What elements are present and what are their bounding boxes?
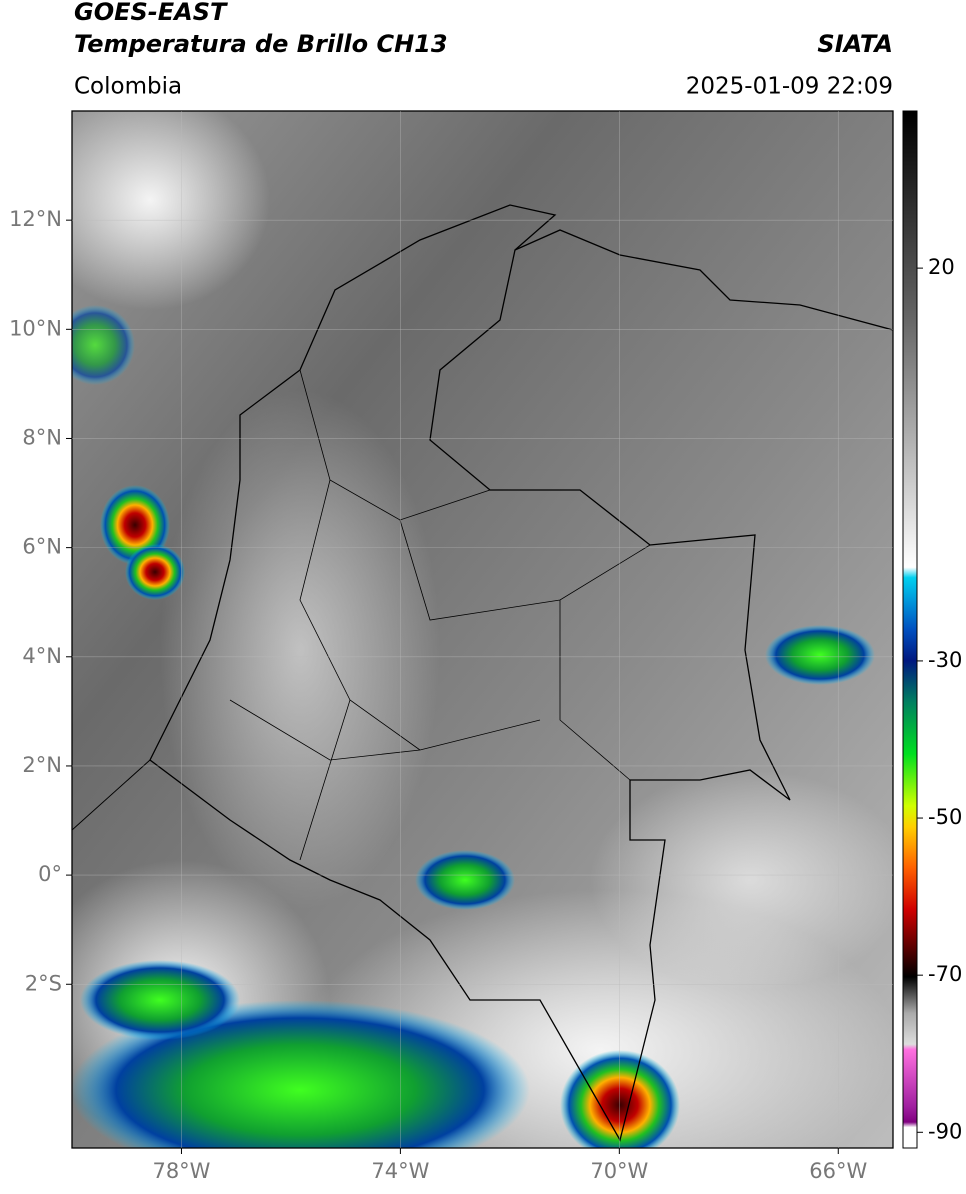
x-tick-label: 74°W [371, 1159, 429, 1183]
x-tick-label: 70°W [590, 1159, 648, 1183]
x-tick-label: 78°W [152, 1159, 210, 1183]
colorbar-label: -50 [928, 805, 962, 829]
y-tick-label: 0° [38, 862, 62, 886]
map-frame [71, 110, 894, 1149]
y-tick-label: 4°N [22, 644, 62, 668]
y-tick-label: 10°N [9, 316, 62, 340]
colorbar-label: -30 [928, 648, 962, 672]
satellite-image [72, 111, 893, 1148]
colorbar-label: 20 [928, 255, 955, 279]
timestamp: 2025-01-09 22:09 [686, 74, 893, 100]
y-tick-label: 8°N [22, 425, 62, 449]
subtitle: Temperatura de Brillo CH13 [74, 30, 448, 58]
region: Colombia [74, 74, 182, 100]
source: SIATA [817, 30, 893, 58]
y-tick-label: 2°S [25, 971, 62, 995]
colorbar-label: -90 [928, 1119, 962, 1143]
colorbar-label: -70 [928, 962, 962, 986]
title: GOES-EAST [74, 0, 228, 26]
y-tick-label: 12°N [9, 207, 62, 231]
y-tick-label: 2°N [22, 753, 62, 777]
y-tick-label: 6°N [22, 535, 62, 559]
colorbar [902, 110, 918, 1149]
x-tick-label: 66°W [809, 1159, 867, 1183]
